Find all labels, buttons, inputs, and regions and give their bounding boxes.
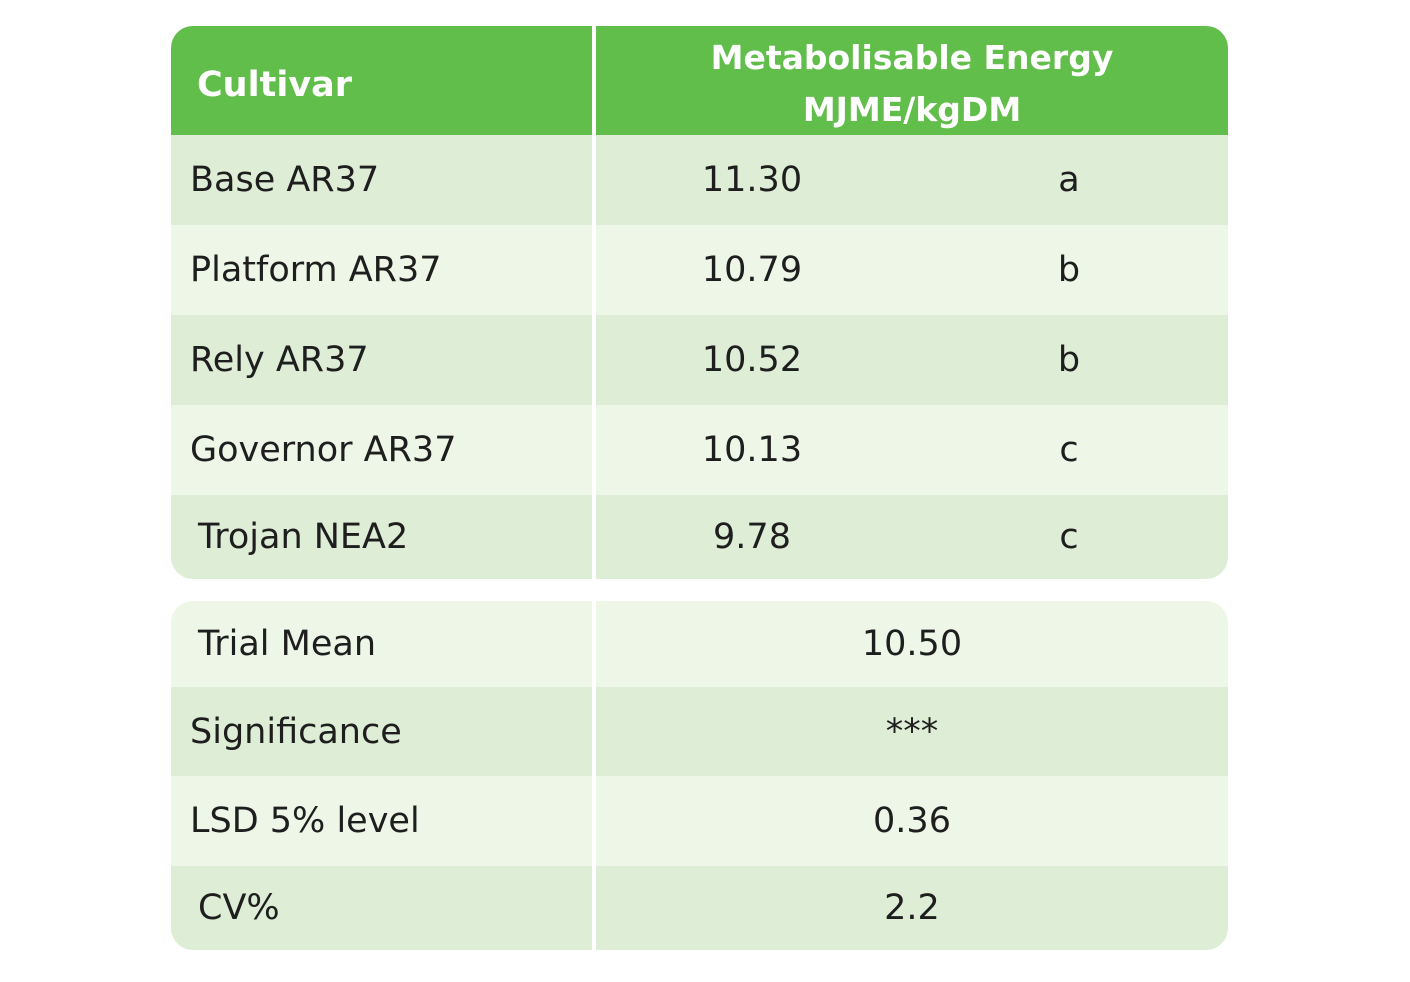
significance-group: c [1059, 430, 1079, 470]
energy-value: 10.13 [701, 430, 803, 470]
cultivar-name: Governor AR37 [190, 430, 457, 470]
table-row: Trojan NEA2 9.78 c [171, 495, 1228, 579]
table-header: Cultivar Metabolisable Energy MJME/kgDM [171, 26, 1228, 135]
stat-label: Significance [190, 711, 402, 752]
significance-group: c [1059, 517, 1079, 557]
energy-header-line2: MJME/kgDM [802, 90, 1022, 129]
significance-group: b [1057, 250, 1081, 290]
column-divider [592, 26, 596, 579]
column-divider [592, 601, 596, 950]
cultivar-name: Base AR37 [190, 160, 380, 200]
table-row: Significance *** [171, 687, 1228, 776]
cultivar-column-header: Cultivar [197, 65, 353, 105]
statistics-table: Trial Mean 10.50 Significance *** LSD 5%… [171, 601, 1228, 950]
energy-column-header: Metabolisable Energy MJME/kgDM [596, 32, 1228, 136]
energy-value: 11.30 [701, 160, 803, 200]
cultivar-name: Trojan NEA2 [198, 517, 409, 557]
significance-group: b [1057, 340, 1081, 380]
table-row: Base AR37 11.30 a [171, 135, 1228, 225]
cultivar-name: Platform AR37 [190, 250, 442, 290]
energy-value: 10.52 [701, 340, 803, 380]
energy-value: 10.79 [701, 250, 803, 290]
stat-label: LSD 5% level [190, 801, 420, 841]
table-row: Governor AR37 10.13 c [171, 405, 1228, 495]
energy-value: 9.78 [713, 517, 791, 557]
stat-label: CV% [198, 888, 280, 928]
cultivar-table: Cultivar Metabolisable Energy MJME/kgDM … [171, 26, 1228, 579]
stat-value: 2.2 [884, 888, 940, 928]
energy-header-line1: Metabolisable Energy [710, 38, 1114, 77]
table-row: Platform AR37 10.79 b [171, 225, 1228, 315]
table-row: Rely AR37 10.52 b [171, 315, 1228, 405]
table-row: Trial Mean 10.50 [171, 601, 1228, 687]
table-row: LSD 5% level 0.36 [171, 776, 1228, 866]
stat-value: 10.50 [861, 624, 963, 664]
table-row: CV% 2.2 [171, 866, 1228, 950]
significance-group: a [1058, 160, 1080, 200]
cultivar-name: Rely AR37 [190, 340, 369, 380]
stat-value: *** [885, 711, 939, 752]
stat-label: Trial Mean [198, 624, 377, 664]
stat-value: 0.36 [873, 801, 951, 841]
